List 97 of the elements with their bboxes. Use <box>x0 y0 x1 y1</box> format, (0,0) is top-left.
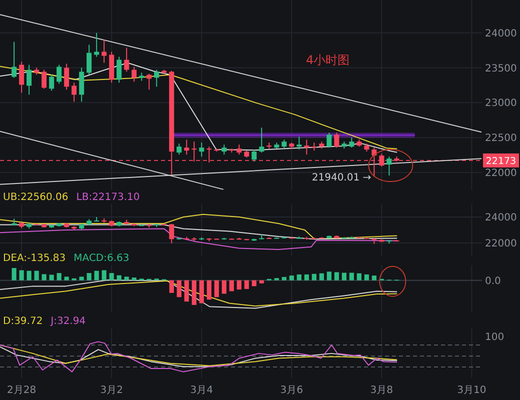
candlestick <box>154 69 160 88</box>
x-tick-label: 3月4 <box>190 385 213 396</box>
y-tick-label: 22000 <box>485 168 517 180</box>
bar <box>124 276 129 280</box>
x-tick-label: 3月6 <box>280 385 304 396</box>
bar <box>116 275 122 280</box>
bar <box>252 280 256 286</box>
candlestick <box>146 73 152 90</box>
bar <box>86 273 92 280</box>
candlestick <box>72 82 77 102</box>
bar <box>42 274 46 280</box>
x-tick-label: 3月2 <box>100 385 123 396</box>
candlestick <box>12 41 17 78</box>
candlestick <box>79 67 84 102</box>
bar <box>132 278 136 280</box>
bar <box>356 273 362 280</box>
x-tick-label: 2月28 <box>7 385 36 396</box>
candlestick <box>334 132 340 148</box>
bar <box>56 273 62 280</box>
bar <box>206 280 212 300</box>
bar <box>364 274 369 280</box>
bar <box>349 272 354 280</box>
series-label: J:32.94 <box>50 316 86 327</box>
candlestick <box>26 64 32 96</box>
bar <box>94 270 99 280</box>
bar <box>34 270 39 280</box>
bar <box>229 280 234 292</box>
bar <box>342 272 346 280</box>
series-label: UB:22560.06 <box>3 192 68 203</box>
text: LB:22173.10 <box>76 192 140 203</box>
candlestick <box>94 32 100 58</box>
bar <box>176 280 182 298</box>
candlestick <box>296 136 302 150</box>
y-tick-label: 24000 <box>485 28 517 40</box>
bar <box>169 280 174 293</box>
series-label: D:39.72 <box>3 316 43 327</box>
annotation: 21940.01 → <box>312 172 372 184</box>
bar <box>109 273 114 280</box>
bar <box>184 280 189 302</box>
bar <box>79 276 84 280</box>
candlestick <box>236 144 242 156</box>
candlestick <box>56 64 62 84</box>
candlestick <box>169 224 174 244</box>
bar <box>312 274 316 280</box>
bar <box>214 280 219 298</box>
bar <box>289 276 294 280</box>
y-tick-label: 23500 <box>485 63 517 74</box>
text: 0.0 <box>485 276 501 287</box>
bar <box>19 270 24 280</box>
bar <box>102 270 106 280</box>
ref-line-label: 22173 <box>486 156 516 167</box>
bar <box>372 276 376 280</box>
candlestick <box>42 69 47 90</box>
y-tick-label: 24000 <box>485 212 517 224</box>
bar <box>304 274 309 280</box>
x-tick-label: 3月8 <box>370 385 394 396</box>
candlestick <box>19 61 24 94</box>
bar <box>192 280 196 305</box>
candlestick <box>132 66 137 82</box>
candlestick <box>259 127 264 154</box>
bar <box>64 276 69 280</box>
bar <box>319 273 324 280</box>
bar <box>199 280 204 304</box>
candlestick <box>102 39 107 64</box>
bar <box>244 280 249 289</box>
bar <box>12 268 16 280</box>
bar <box>49 274 54 280</box>
candlestick <box>49 74 54 92</box>
bar <box>282 276 286 280</box>
text: 100 <box>485 332 504 343</box>
bar <box>222 280 226 294</box>
candlestick <box>326 132 332 148</box>
bar <box>26 270 32 280</box>
bar <box>236 280 242 290</box>
bar <box>296 274 302 280</box>
candlestick <box>64 63 70 90</box>
y-tick-label: 22000 <box>485 238 517 250</box>
x-tick-label: 3月10 <box>457 385 486 396</box>
y-tick-label: 23000 <box>485 98 517 110</box>
candlestick <box>116 56 122 84</box>
annotation: 4小时图 <box>306 53 350 67</box>
candlestick <box>222 144 227 156</box>
text: DEA:-135.83 <box>3 253 66 264</box>
candlestick <box>176 143 182 156</box>
candlestick <box>199 142 204 158</box>
series-label: MACD:6.63 <box>74 253 130 264</box>
candlestick <box>349 137 354 148</box>
candlestick <box>386 156 392 176</box>
y-tick-label: 22500 <box>485 133 517 144</box>
bar <box>334 272 339 280</box>
bar <box>326 272 332 280</box>
candlestick <box>252 149 257 162</box>
candlestick <box>86 44 92 76</box>
candlestick <box>304 139 310 156</box>
candlestick <box>124 47 130 72</box>
candlestick <box>184 139 190 156</box>
bar <box>259 280 264 284</box>
